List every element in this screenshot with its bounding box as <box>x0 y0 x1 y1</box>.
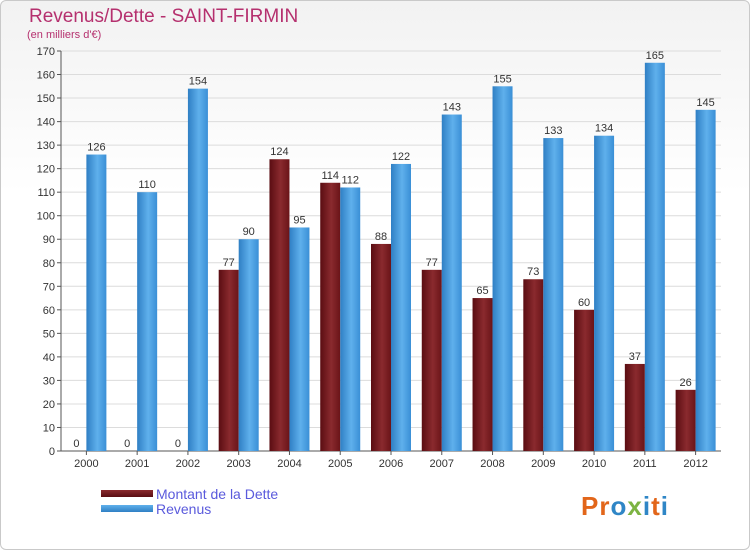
y-tick-label: 160 <box>37 70 55 82</box>
x-tick-label: 2005 <box>328 458 352 470</box>
bar-revenus-2004 <box>289 227 310 451</box>
label-revenus-2000: 126 <box>87 142 105 154</box>
label-revenus-2001: 110 <box>138 179 156 191</box>
bar-revenus-2011 <box>644 62 665 451</box>
bar-dette-2008 <box>472 298 493 451</box>
bar-dette-2012 <box>675 389 696 451</box>
y-tick-label: 120 <box>37 164 55 176</box>
x-tick-label: 2003 <box>226 458 250 470</box>
x-tick-label: 2004 <box>277 458 301 470</box>
bar-dette-2009 <box>523 279 544 451</box>
x-tick-label: 2011 <box>633 458 657 470</box>
logo-letter: t <box>651 491 661 521</box>
label-dette-2008: 65 <box>476 285 488 297</box>
bar-revenus-2001 <box>137 192 158 452</box>
y-tick-label: 130 <box>37 140 55 152</box>
y-tick-label: 70 <box>43 281 55 293</box>
bar-dette-2011 <box>624 363 645 451</box>
y-tick-label: 40 <box>43 352 55 364</box>
bar-revenus-2000 <box>86 154 107 451</box>
bar-revenus-2002 <box>187 88 208 451</box>
bar-revenus-2003 <box>238 239 259 451</box>
y-tick-label: 80 <box>43 258 55 270</box>
bar-dette-2004 <box>269 159 290 451</box>
label-revenus-2008: 155 <box>493 73 511 85</box>
bar-dette-2003 <box>218 269 239 451</box>
label-dette-2001: 0 <box>124 438 130 450</box>
y-tick-label: 30 <box>43 375 55 387</box>
label-revenus-2002: 154 <box>189 76 207 88</box>
label-revenus-2006: 122 <box>392 151 410 163</box>
label-revenus-2012: 145 <box>696 97 714 109</box>
x-tick-label: 2007 <box>430 458 454 470</box>
x-tick-label: 2001 <box>125 458 149 470</box>
bars <box>86 62 716 452</box>
label-revenus-2010: 134 <box>595 123 613 135</box>
bar-revenus-2005 <box>340 187 361 451</box>
bar-revenus-2007 <box>441 114 462 451</box>
y-tick-label: 0 <box>49 446 55 458</box>
bar-revenus-2006 <box>391 163 411 452</box>
data-labels: 0 126 0 110 0 154 77 90 124 95 114 112 88 122 77 143 65 1… <box>73 50 714 450</box>
logo-letter: P <box>581 491 600 521</box>
y-tick-label: 20 <box>43 399 55 411</box>
bar-dette-2010 <box>574 309 595 451</box>
label-dette-2010: 60 <box>578 297 590 309</box>
y-tick-label: 170 <box>37 46 55 58</box>
label-revenus-2011: 165 <box>646 50 664 62</box>
bar-dette-2005 <box>320 182 341 451</box>
y-tick-label: 60 <box>43 305 55 317</box>
x-tick-label: 2006 <box>379 458 403 470</box>
legend-swatch-dette <box>101 490 153 497</box>
y-tick-label: 140 <box>37 117 55 129</box>
bar-revenus-2010 <box>594 135 615 452</box>
logo-letter: i <box>642 491 652 521</box>
proxiti-logo: Proxiti <box>581 491 669 522</box>
y-tick-label: 50 <box>43 328 55 340</box>
label-dette-2012: 26 <box>679 377 691 389</box>
x-tick-label: 2009 <box>531 458 555 470</box>
logo-letter: o <box>610 491 628 521</box>
label-revenus-2003: 90 <box>243 226 255 238</box>
chart-title: Revenus/Dette - SAINT-FIRMIN <box>29 6 299 27</box>
y-tick-label: 90 <box>43 234 55 246</box>
label-dette-2003: 77 <box>223 257 235 269</box>
label-revenus-2009: 133 <box>544 125 562 137</box>
y-tick-label: 100 <box>37 211 55 223</box>
logo-letter: i <box>660 491 669 521</box>
x-tick-label: 2008 <box>480 458 504 470</box>
label-dette-2007: 77 <box>426 257 438 269</box>
x-tick-label: 2012 <box>683 458 707 470</box>
y-tick-label: 110 <box>37 187 55 199</box>
y-tick-label: 10 <box>43 422 55 434</box>
legend-swatch-revenus <box>101 505 153 512</box>
logo-letter: r <box>599 491 611 521</box>
label-dette-2005: 114 <box>321 170 339 182</box>
bar-revenus-2009 <box>543 138 564 451</box>
label-dette-2000: 0 <box>73 438 79 450</box>
x-tick-label: 2000 <box>74 458 98 470</box>
bar-dette-2006 <box>371 243 391 451</box>
label-dette-2011: 37 <box>629 351 641 363</box>
chart-subtitle: (en milliers d'€) <box>27 29 102 41</box>
label-revenus-2007: 143 <box>443 102 461 114</box>
bar-dette-2007 <box>421 269 442 451</box>
label-dette-2006: 88 <box>375 231 387 243</box>
legend-label-revenus: Revenus <box>156 501 212 517</box>
label-revenus-2005: 112 <box>341 174 359 186</box>
x-tick-label: 2010 <box>582 458 606 470</box>
x-tick-label: 2002 <box>176 458 200 470</box>
label-revenus-2004: 95 <box>293 214 305 226</box>
label-dette-2004: 124 <box>270 146 288 158</box>
y-tick-label: 150 <box>37 93 55 105</box>
bar-revenus-2008 <box>492 86 513 451</box>
label-dette-2009: 73 <box>527 266 539 278</box>
label-dette-2002: 0 <box>175 438 181 450</box>
bar-revenus-2012 <box>695 109 716 451</box>
logo-letter: x <box>627 491 643 521</box>
legend-label-dette: Montant de la Dette <box>156 486 279 502</box>
